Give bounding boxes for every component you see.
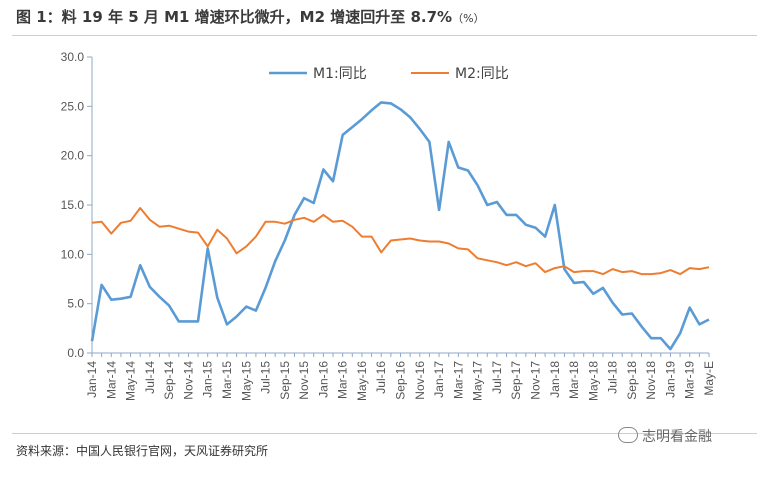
- watermark-text: 志明看金融: [642, 429, 712, 445]
- x-tick-label: Jan-16: [316, 361, 330, 398]
- legend-label: M1:同比: [313, 66, 367, 82]
- x-tick-label: Mar-16: [336, 361, 350, 399]
- x-tick-label: May-17: [471, 361, 485, 401]
- x-tick-label: Jan-15: [201, 361, 215, 398]
- x-tick-label: Mar-14: [104, 361, 118, 399]
- y-tick-label: 10.0: [61, 247, 85, 261]
- x-tick-label: Mar-15: [220, 361, 234, 399]
- series-line-m2: [91, 207, 710, 276]
- x-tick-label: May-E: [702, 361, 716, 396]
- chart-title: 图 1：料 19 年 5 月 M1 增速环比微升，M2 增速回升至 8.7%（%…: [16, 6, 485, 27]
- x-tick-label: May-18: [586, 361, 600, 401]
- y-tick-label: 0.0: [67, 346, 84, 360]
- y-tick-label: 25.0: [61, 99, 85, 113]
- source-note: 资料来源：中国人民银行官网，天风证券研究所: [16, 444, 269, 458]
- y-tick-label: 5.0: [67, 297, 84, 311]
- title-text: 图 1：料 19 年 5 月 M1 增速环比微升，M2 增速回升至 8.7%: [16, 8, 453, 26]
- x-tick-label: Mar-17: [451, 361, 465, 399]
- x-tick-label: Mar-19: [683, 361, 697, 399]
- x-tick-label: Jul-14: [143, 361, 157, 394]
- x-tick-label: Jan-19: [663, 361, 677, 398]
- x-tick-label: Nov-18: [644, 361, 658, 400]
- x-tick-label: Sep-17: [509, 361, 523, 400]
- x-tick-label: May-14: [124, 361, 138, 401]
- x-tick-label: Jul-15: [259, 361, 273, 394]
- watermark: 志明看金融: [618, 426, 712, 446]
- x-tick-label: Jan-14: [85, 361, 99, 398]
- y-tick-label: 30.0: [61, 50, 85, 64]
- y-tick-label: 15.0: [61, 198, 85, 212]
- x-tick-label: Sep-18: [625, 361, 639, 400]
- series-lines: [90, 101, 710, 351]
- series-line-m1: [90, 101, 710, 351]
- top-divider: [12, 35, 757, 36]
- bottom-divider: [12, 433, 757, 434]
- x-tick-label: Jan-18: [548, 361, 562, 398]
- x-tick-label: Jan-17: [432, 361, 446, 398]
- x-tick-label: Jul-18: [606, 361, 620, 394]
- x-tick-label: May-16: [355, 361, 369, 401]
- x-tick-label: Jul-17: [490, 361, 504, 394]
- x-tick-label: Nov-17: [528, 361, 542, 400]
- x-tick-label: Nov-16: [413, 361, 427, 400]
- x-tick-label: Nov-15: [297, 361, 311, 400]
- x-tick-label: May-15: [239, 361, 253, 401]
- x-axis: Jan-14 Mar-14 May-14 Jul-14 Sep-14 Nov-14 Jan-…: [85, 352, 716, 401]
- x-tick-label: Sep-16: [394, 361, 408, 400]
- x-tick-label: Mar-18: [567, 361, 581, 399]
- y-axis: 0.0 5.0 10.0 15.0 20.0 25.0 30.0: [61, 50, 93, 360]
- wechat-icon: [618, 427, 638, 443]
- legend-label: M2:同比: [455, 66, 509, 82]
- x-tick-label: Nov-14: [181, 361, 195, 400]
- title-unit: （%）: [452, 12, 485, 25]
- legend: M1:同比 M2:同比: [269, 66, 509, 82]
- x-tick-label: Sep-14: [162, 361, 176, 400]
- y-tick-label: 20.0: [61, 149, 85, 163]
- x-tick-label: Jul-16: [374, 361, 388, 394]
- x-tick-label: Sep-15: [278, 361, 292, 400]
